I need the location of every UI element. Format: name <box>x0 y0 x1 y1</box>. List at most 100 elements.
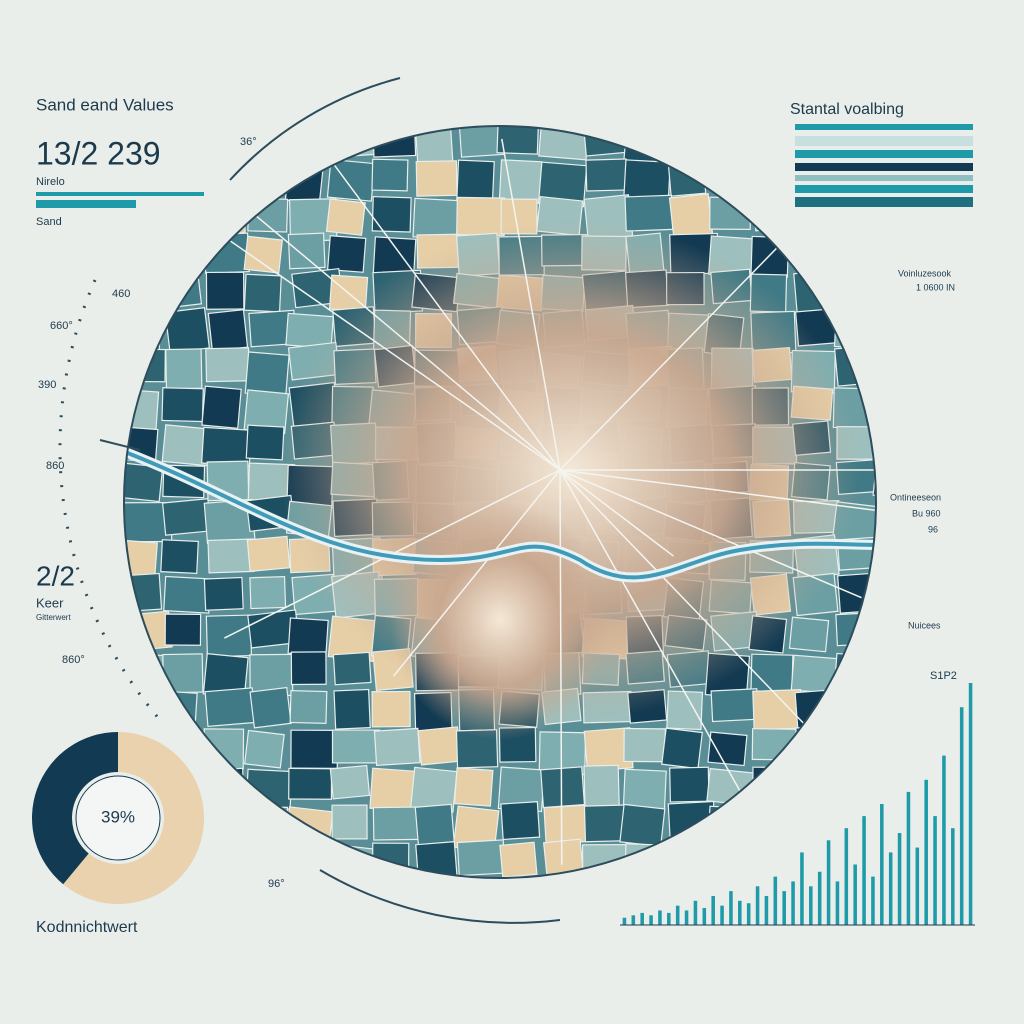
header-caption: Sand <box>36 216 62 228</box>
field <box>500 801 541 841</box>
panel-bars <box>795 124 973 207</box>
histogram-bar <box>667 912 671 925</box>
annotation: 96 <box>928 524 938 534</box>
field <box>585 158 628 192</box>
field <box>163 575 212 614</box>
histogram-bar <box>906 791 911 925</box>
histogram-bar <box>835 881 840 925</box>
histogram-bar <box>755 886 760 925</box>
arc <box>319 869 561 924</box>
field <box>543 804 588 845</box>
histogram-bar <box>711 895 715 925</box>
field <box>327 235 367 273</box>
field <box>619 803 666 847</box>
field <box>203 576 244 611</box>
panel-title: Stantal voalbing <box>790 101 904 118</box>
scale-label: 96° <box>268 878 285 890</box>
field <box>287 232 326 270</box>
field <box>205 347 250 383</box>
scale-label: 36° <box>240 136 257 148</box>
histogram-bar <box>809 886 813 925</box>
field <box>289 689 328 725</box>
field <box>668 193 714 241</box>
histogram-bar <box>729 891 733 925</box>
field <box>245 424 285 461</box>
header-value: 13/2 239 <box>36 135 161 171</box>
field <box>661 727 703 770</box>
field <box>161 498 212 536</box>
header-title: Sand eand Values <box>36 95 174 114</box>
field <box>249 576 287 610</box>
field <box>246 535 291 572</box>
histogram-bar <box>862 816 866 925</box>
field <box>201 426 253 467</box>
histogram-bar <box>880 804 884 925</box>
histogram-bar <box>640 912 644 925</box>
histogram-bar <box>658 910 662 925</box>
annotation: Voinluzesook <box>898 268 952 278</box>
histogram-bar <box>764 895 769 925</box>
histogram-bar <box>649 915 653 925</box>
histogram-bar <box>844 828 849 925</box>
annotation: Nuicees <box>908 620 941 630</box>
field <box>412 197 461 240</box>
histogram-bar <box>631 915 636 925</box>
donut-rest <box>63 732 204 904</box>
histogram-bar <box>826 840 831 925</box>
field <box>124 462 164 503</box>
map-outline <box>123 125 877 879</box>
field <box>164 613 202 646</box>
histogram-peak-label: S1P2 <box>930 670 957 682</box>
field <box>540 766 586 809</box>
field <box>331 729 381 764</box>
header-sublabel: Nirelo <box>36 176 65 188</box>
field <box>369 767 418 812</box>
river <box>124 448 876 580</box>
scale-label: 860° <box>62 654 85 666</box>
histogram-bar <box>773 876 778 925</box>
histogram-bar <box>959 707 964 925</box>
field <box>325 198 366 236</box>
field <box>456 159 495 204</box>
histogram-bar <box>968 683 973 925</box>
field <box>243 729 285 769</box>
scale-label: 860 <box>46 460 64 472</box>
histogram-bar <box>871 876 875 925</box>
urban-area <box>390 500 610 740</box>
arc <box>229 77 401 181</box>
field <box>329 764 371 800</box>
histogram-bar <box>897 833 902 925</box>
histogram-bar <box>942 755 946 925</box>
road <box>559 469 862 599</box>
road <box>559 469 876 870</box>
field <box>333 688 371 730</box>
road <box>559 469 674 557</box>
field <box>456 839 506 877</box>
field <box>499 841 538 878</box>
field <box>331 804 368 840</box>
field <box>498 159 543 205</box>
annotation: Bu 960 <box>912 508 941 518</box>
road <box>559 469 563 865</box>
road <box>392 469 561 677</box>
map <box>124 126 876 878</box>
field <box>496 126 540 155</box>
field <box>372 806 420 841</box>
field <box>288 767 333 800</box>
field <box>165 348 203 390</box>
field <box>201 385 242 429</box>
side-value: 2/2 <box>36 560 75 591</box>
histogram-bar <box>738 900 742 925</box>
histogram-bar <box>782 891 786 925</box>
field <box>332 651 372 686</box>
scale-label: 460 <box>112 288 130 300</box>
field <box>373 727 421 767</box>
histogram-bar <box>853 864 857 925</box>
pointer <box>99 439 141 451</box>
donut-segment <box>31 732 119 885</box>
field <box>204 687 256 728</box>
histogram-bar <box>693 900 698 925</box>
field <box>371 196 412 233</box>
field <box>624 194 674 232</box>
